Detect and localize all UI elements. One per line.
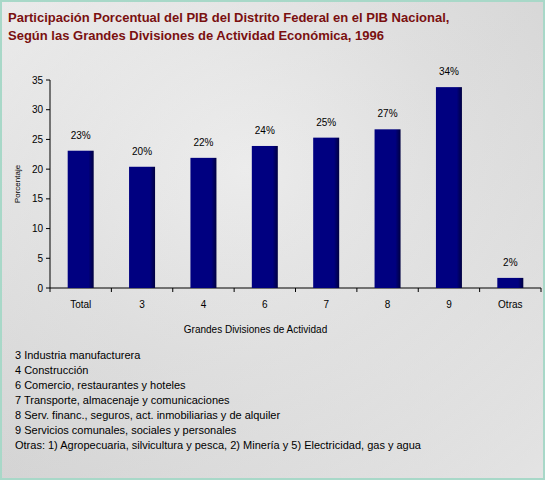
x-tick [172, 288, 173, 292]
data-label: 34% [439, 66, 459, 77]
x-tick-label: 4 [201, 299, 207, 310]
subtitle: Según las Grandes Divisiones de Activida… [8, 28, 384, 43]
y-tick-label: 0 [37, 283, 43, 294]
y-tick-label: 10 [32, 223, 44, 234]
bar [436, 87, 462, 288]
bar [375, 129, 401, 288]
x-tick-label: 3 [139, 299, 145, 310]
x-tick [50, 288, 51, 292]
annotation: 9 Servicios comunales, sociales y person… [15, 424, 237, 436]
x-tick-label: 8 [385, 299, 391, 310]
x-tick [356, 288, 357, 292]
background [2, 2, 543, 478]
x-axis-label: Grandes Divisiones de Actividad [184, 324, 327, 335]
bars [68, 87, 524, 288]
bar [129, 167, 155, 288]
annotation: 8 Serv. financ., seguros, act. inmobilia… [15, 409, 280, 421]
annotation: 6 Comercio, restaurantes y hoteles [15, 379, 186, 391]
x-tick-label: 6 [262, 299, 268, 310]
x-tick-label: 7 [323, 299, 329, 310]
y-tick-label: 20 [32, 164, 44, 175]
x-tick [541, 288, 542, 292]
data-label: 27% [378, 108, 398, 119]
bar [313, 138, 339, 288]
data-label: 2% [503, 257, 518, 268]
bar [252, 146, 278, 288]
y-tick-label: 15 [32, 193, 44, 204]
x-tick [418, 288, 419, 292]
y-tick [46, 258, 50, 259]
data-label: 22% [193, 137, 213, 148]
y-tick-label: 35 [32, 75, 44, 86]
y-tick [46, 80, 50, 81]
y-axis-label: Porcentaje [13, 164, 22, 203]
x-tick [479, 288, 480, 292]
data-label: 25% [316, 117, 336, 128]
annotation: 7 Transporte, almacenaje y comunicacione… [15, 394, 230, 406]
outer-border [0, 0, 545, 480]
y-tick [46, 169, 50, 170]
title: Participación Porcentual del PIB del Dis… [8, 10, 449, 25]
annotation: Otras: 1) Agropecuaria, silvicultura y p… [15, 439, 422, 451]
x-tick-label: Otras [498, 299, 522, 310]
x-tick [234, 288, 235, 292]
data-label: 23% [71, 130, 91, 141]
chart: Participación Porcentual del PIB del Dis… [0, 0, 545, 480]
annotation: 3 Industria manufacturera [15, 349, 141, 361]
annotation: 4 Construcción [15, 364, 88, 376]
bar [497, 278, 523, 288]
y-tick-label: 25 [32, 134, 44, 145]
y-axis [50, 80, 51, 288]
y-tick [46, 109, 50, 110]
x-tick [111, 288, 112, 292]
bar [68, 151, 94, 288]
x-tick [295, 288, 296, 292]
background-texture [2, 2, 543, 478]
x-tick-label: Total [70, 299, 91, 310]
data-label: 24% [255, 125, 275, 136]
y-tick [46, 288, 50, 289]
bar [190, 158, 216, 288]
x-tick-label: 9 [446, 299, 452, 310]
y-tick [46, 139, 50, 140]
data-label: 20% [132, 146, 152, 157]
y-tick-label: 30 [32, 104, 44, 115]
y-tick [46, 198, 50, 199]
y-tick [46, 228, 50, 229]
y-tick-label: 5 [37, 253, 43, 264]
